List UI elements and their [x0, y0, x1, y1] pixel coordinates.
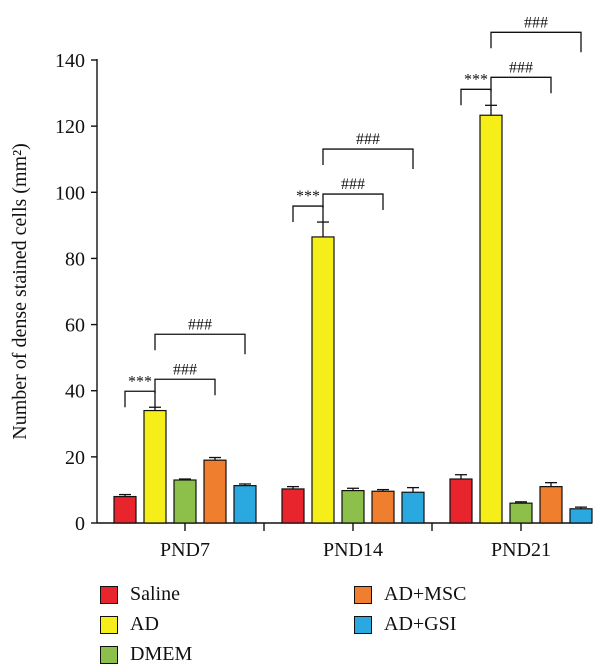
bar: [311, 236, 335, 524]
significance-bracket: [154, 333, 246, 355]
significance-bracket: [490, 31, 582, 53]
y-tick-label: 20: [65, 447, 85, 469]
legend-item-dmem: DMEM: [100, 643, 192, 666]
significance-label: ###: [524, 14, 548, 31]
significance-label: ###: [173, 361, 197, 378]
bar: [569, 508, 593, 524]
significance-label: ***: [128, 373, 152, 390]
bar: [479, 114, 503, 524]
legend-label-dmem: DMEM: [130, 643, 193, 665]
legend-label-ad-msc: AD+MSC: [384, 583, 467, 605]
bar: [539, 486, 563, 524]
legend-label-ad-gsi: AD+GSI: [384, 613, 457, 635]
x-tick-label: PND21: [491, 539, 551, 561]
significance-label: ***: [464, 71, 488, 88]
y-tick-label: 80: [65, 248, 85, 270]
y-tick-label: 0: [75, 513, 85, 535]
y-tick-label: 40: [65, 381, 85, 403]
legend-label-ad: AD: [130, 613, 159, 635]
bar: [341, 489, 365, 524]
bar: [401, 491, 425, 524]
legend-swatch-ad: [100, 615, 118, 634]
significance-label: ###: [509, 59, 533, 76]
bar: [143, 409, 167, 524]
significance-bracket: [154, 378, 216, 396]
bar: [509, 502, 533, 524]
significance-bracket: [460, 88, 492, 106]
legend-swatch-ad-msc: [354, 585, 372, 604]
legend-item-ad-msc: AD+MSC: [354, 583, 466, 606]
y-tick-label: 140: [55, 50, 85, 72]
bar: [233, 485, 257, 524]
legend-label-saline: Saline: [130, 583, 180, 605]
bar: [203, 459, 227, 524]
legend-item-ad: AD: [100, 613, 159, 636]
legend-swatch-dmem: [100, 645, 118, 664]
bar: [449, 478, 473, 524]
bar: [371, 490, 395, 524]
significance-label: ###: [356, 131, 380, 148]
legend-item-ad-gsi: AD+GSI: [354, 613, 456, 636]
significance-label: ###: [341, 176, 365, 193]
x-tick-label: PND7: [160, 539, 210, 561]
significance-bracket: [322, 148, 414, 170]
bar: [113, 495, 137, 524]
significance-bracket: [292, 205, 324, 223]
y-tick-label: 100: [55, 182, 85, 204]
bar: [173, 479, 197, 524]
y-tick-label: 60: [65, 315, 85, 337]
y-tick-label: 120: [55, 116, 85, 138]
legend-swatch-saline: [100, 585, 118, 604]
x-tick-label: PND14: [323, 539, 383, 561]
legend-item-saline: Saline: [100, 583, 180, 606]
significance-label: ***: [296, 188, 320, 205]
significance-bracket: [490, 76, 552, 94]
bar: [281, 488, 305, 524]
significance-bracket: [124, 390, 156, 408]
significance-label: ###: [188, 316, 212, 333]
legend-swatch-ad-gsi: [354, 615, 372, 634]
significance-bracket: [322, 193, 384, 211]
y-axis-label: Number of dense stained cells (mm²): [9, 143, 31, 439]
